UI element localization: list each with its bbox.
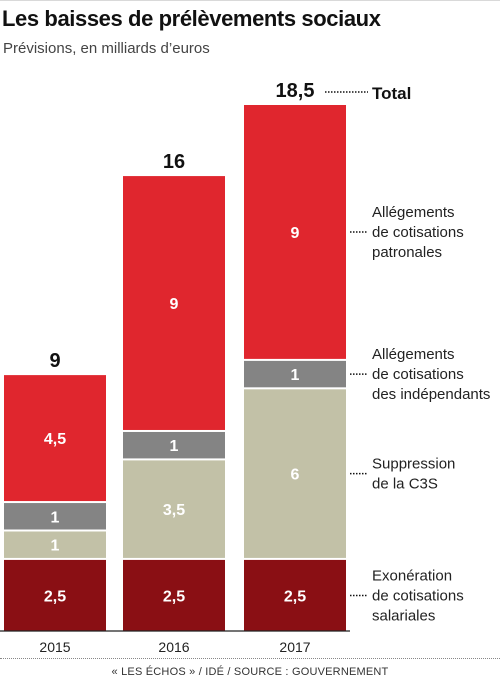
bar-segment-2015-0 bbox=[4, 559, 106, 631]
top-rule bbox=[0, 0, 500, 1]
legend-series-label: de cotisations bbox=[372, 366, 464, 383]
bar-value-label: 1 bbox=[291, 367, 300, 384]
bar-value-label: 1 bbox=[51, 509, 60, 526]
bar-segment-2017-2 bbox=[244, 360, 346, 388]
bar-value-label: 2,5 bbox=[44, 588, 66, 605]
legend-series-label: de cotisations bbox=[372, 587, 464, 604]
bar-segment-2017-3 bbox=[244, 105, 346, 359]
bar-value-label: 3,5 bbox=[163, 502, 185, 519]
bar-value-label: 2,5 bbox=[284, 588, 306, 605]
source-credit: « LES ÉCHOS » / IDÉ / SOURCE : GOUVERNEM… bbox=[111, 666, 389, 678]
x-tick-label: 2017 bbox=[279, 639, 310, 655]
legend-series-label: de la C3S bbox=[372, 476, 438, 493]
bar-total-label: 16 bbox=[163, 151, 185, 173]
bar-value-label: 6 bbox=[291, 467, 300, 484]
bar-value-label: 4,5 bbox=[44, 431, 66, 448]
x-tick-label: 2015 bbox=[39, 639, 70, 655]
bar-value-label: 2,5 bbox=[163, 588, 185, 605]
bar-segment-2015-2 bbox=[4, 503, 106, 530]
legend-series-label: Exonération bbox=[372, 567, 452, 584]
chart-subtitle: Prévisions, en milliards d’euros bbox=[3, 40, 210, 57]
legend-total-label: Total bbox=[372, 84, 411, 103]
bar-value-label: 9 bbox=[291, 225, 300, 242]
bar-segment-2016-1 bbox=[123, 460, 225, 558]
bar-segment-2015-3 bbox=[4, 375, 106, 502]
bar-total-label: 9 bbox=[49, 350, 60, 372]
bar-value-label: 9 bbox=[170, 296, 179, 313]
legend-series-label: des indépendants bbox=[372, 386, 490, 403]
bar-segment-2016-3 bbox=[123, 176, 225, 430]
legend-series-label: Allégements bbox=[372, 346, 455, 363]
bar-value-label: 1 bbox=[170, 438, 179, 455]
bar-total-label: 18,5 bbox=[276, 80, 315, 102]
bar-segment-2017-1 bbox=[244, 389, 346, 558]
bar-segment-2017-0 bbox=[244, 559, 346, 631]
chart-title: Les baisses de prélèvements sociaux bbox=[2, 6, 381, 31]
bar-segment-2015-1 bbox=[4, 531, 106, 558]
legend-series-label: salariales bbox=[372, 607, 435, 624]
legend-series-label: Suppression bbox=[372, 456, 455, 473]
legend-series-label: patronales bbox=[372, 244, 442, 261]
x-tick-label: 2016 bbox=[158, 639, 189, 655]
bar-value-label: 1 bbox=[51, 538, 60, 555]
bar-segment-2016-2 bbox=[123, 431, 225, 459]
bar-segment-2016-0 bbox=[123, 559, 225, 631]
bottom-rule bbox=[0, 658, 500, 659]
legend-series-label: de cotisations bbox=[372, 224, 464, 241]
legend-series-label: Allégements bbox=[372, 204, 455, 221]
